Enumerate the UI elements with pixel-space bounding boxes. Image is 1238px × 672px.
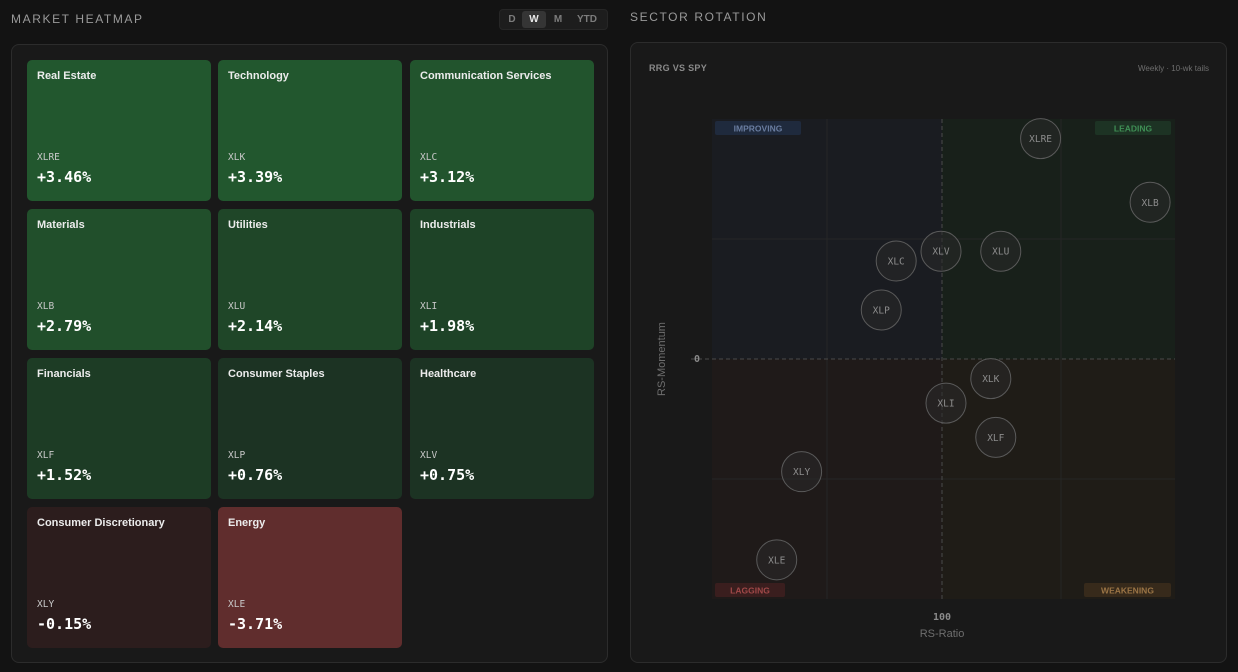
quadrant-label-lagging: LAGGING <box>730 586 770 596</box>
x-center-tick: 100 <box>933 612 951 623</box>
quadrant-label-leading: LEADING <box>1114 124 1153 134</box>
tile-change: -3.71% <box>228 615 283 633</box>
tile-symbol: XLE <box>228 599 246 610</box>
period-toggle: D W M YTD <box>499 9 608 30</box>
period-button-d[interactable]: D <box>508 14 516 25</box>
heatmap-tile-industrials[interactable]: Industrials XLI +1.98% <box>410 209 594 350</box>
tile-sector-name: Financials <box>37 368 91 380</box>
rrg-point-xle[interactable] <box>756 539 798 581</box>
tile-symbol: XLF <box>37 450 55 461</box>
heatmap-title: MARKET HEATMAP <box>11 12 144 26</box>
quadrant-label-bg-weakening <box>1084 583 1171 597</box>
period-button-m[interactable]: M <box>553 14 563 25</box>
tile-change: +0.76% <box>228 466 283 484</box>
tile-change: +3.39% <box>228 168 283 186</box>
heatmap-tile-real-estate[interactable]: Real Estate XLRE +3.46% <box>27 60 211 201</box>
period-button-w[interactable]: W <box>522 11 546 28</box>
tile-sector-name: Consumer Discretionary <box>37 517 165 529</box>
tile-sector-name: Communication Services <box>420 70 552 82</box>
tile-sector-name: Industrials <box>420 219 476 231</box>
rrg-chart: IMPROVING LEADING LAGGING WEAKENING 100 … <box>656 118 1175 640</box>
rrg-point-xlc[interactable] <box>875 240 917 282</box>
heatmap-tile-technology[interactable]: Technology XLK +3.39% <box>218 60 402 201</box>
tile-change: +2.14% <box>228 317 283 335</box>
rrg-point-label: XLC <box>888 257 905 268</box>
tile-symbol: XLV <box>420 450 438 461</box>
heatmap-tile-communication-services[interactable]: Communication Services XLC +3.12% <box>410 60 594 201</box>
heatmap-tile-utilities[interactable]: Utilities XLU +2.14% <box>218 209 402 350</box>
rrg-point-label: XLP <box>873 306 890 317</box>
tile-sector-name: Consumer Staples <box>228 368 325 380</box>
rrg-point-label: XLF <box>987 433 1004 444</box>
y-center-tick: 0 <box>694 354 700 365</box>
rrg-point-xlp[interactable] <box>860 289 902 331</box>
rrg-note: Weekly · 10-wk tails <box>1138 64 1209 73</box>
tile-change: +0.75% <box>420 466 475 484</box>
rrg-subtitle: RRG VS SPY <box>649 63 708 73</box>
rrg-point-xlre[interactable] <box>1020 118 1062 160</box>
tile-symbol: XLU <box>228 301 246 312</box>
rrg-panel: RRG VS SPY Weekly · 10-wk tails IMPROVIN… <box>630 42 1227 663</box>
rrg-point-label: XLK <box>982 374 999 385</box>
tile-symbol: XLK <box>228 152 246 163</box>
period-button-ytd[interactable]: YTD <box>577 14 597 25</box>
heatmap-tile-energy[interactable]: Energy XLE -3.71% <box>218 507 402 648</box>
x-axis-label: RS-Ratio <box>920 628 965 640</box>
tile-sector-name: Utilities <box>228 219 268 231</box>
rrg-point-xlf[interactable] <box>975 416 1017 458</box>
rrg-points: XLRE XLB XLU XLV XLC XLP XLK XLI XLF XLY XLE <box>756 118 1171 581</box>
quadrant-label-bg-leading <box>1095 121 1171 135</box>
tile-sector-name: Healthcare <box>420 368 477 380</box>
quadrant-label-weakening: WEAKENING <box>1101 586 1154 596</box>
rrg-point-label: XLRE <box>1029 134 1052 145</box>
heatmap-tile-materials[interactable]: Materials XLB +2.79% <box>27 209 211 350</box>
quadrant-label-bg-improving <box>715 121 801 135</box>
rrg-point-xlu[interactable] <box>980 230 1022 272</box>
rrg-point-xlv[interactable] <box>920 230 962 272</box>
heatmap-tile-consumer-discretionary[interactable]: Consumer Discretionary XLY -0.15% <box>27 507 211 648</box>
tile-symbol: XLP <box>228 450 246 461</box>
tile-symbol: XLB <box>37 301 55 312</box>
quadrant-label-improving: IMPROVING <box>734 124 783 134</box>
rrg-point-xlb[interactable] <box>1129 181 1171 223</box>
tile-symbol: XLRE <box>37 152 60 163</box>
tile-change: -0.15% <box>37 615 92 633</box>
rrg-point-label: XLV <box>932 247 949 258</box>
heatmap-panel: Real Estate XLRE +3.46% Technology XLK +… <box>11 44 608 663</box>
tile-symbol: XLC <box>420 152 438 163</box>
y-axis-label: RS-Momentum <box>656 322 668 396</box>
tile-change: +1.52% <box>37 466 92 484</box>
tile-sector-name: Technology <box>228 70 289 82</box>
tile-change: +3.12% <box>420 168 475 186</box>
rrg-point-label: XLI <box>937 399 954 410</box>
rrg-point-label: XLE <box>768 555 785 566</box>
rrg-point-label: XLB <box>1142 198 1159 209</box>
rrg-point-label: XLU <box>992 247 1009 258</box>
rrg-point-xli[interactable] <box>925 382 967 424</box>
tile-change: +3.46% <box>37 168 92 186</box>
rrg-point-xly[interactable] <box>781 451 823 493</box>
heatmap-tile-consumer-staples[interactable]: Consumer Staples XLP +0.76% <box>218 358 402 499</box>
heatmap-tile-healthcare[interactable]: Healthcare XLV +0.75% <box>410 358 594 499</box>
tile-sector-name: Real Estate <box>37 70 97 82</box>
tile-change: +2.79% <box>37 317 92 335</box>
quadrant-label-bg-lagging <box>715 583 785 597</box>
heatmap-tile-financials[interactable]: Financials XLF +1.52% <box>27 358 211 499</box>
tile-sector-name: Materials <box>37 219 85 231</box>
rrg-point-label: XLY <box>793 467 810 478</box>
tile-symbol: XLY <box>37 599 55 610</box>
tile-sector-name: Energy <box>228 517 266 529</box>
tile-symbol: XLI <box>420 301 438 312</box>
rotation-title: SECTOR ROTATION <box>630 10 768 24</box>
rrg-point-xlk[interactable] <box>970 358 1012 400</box>
tile-change: +1.98% <box>420 317 475 335</box>
